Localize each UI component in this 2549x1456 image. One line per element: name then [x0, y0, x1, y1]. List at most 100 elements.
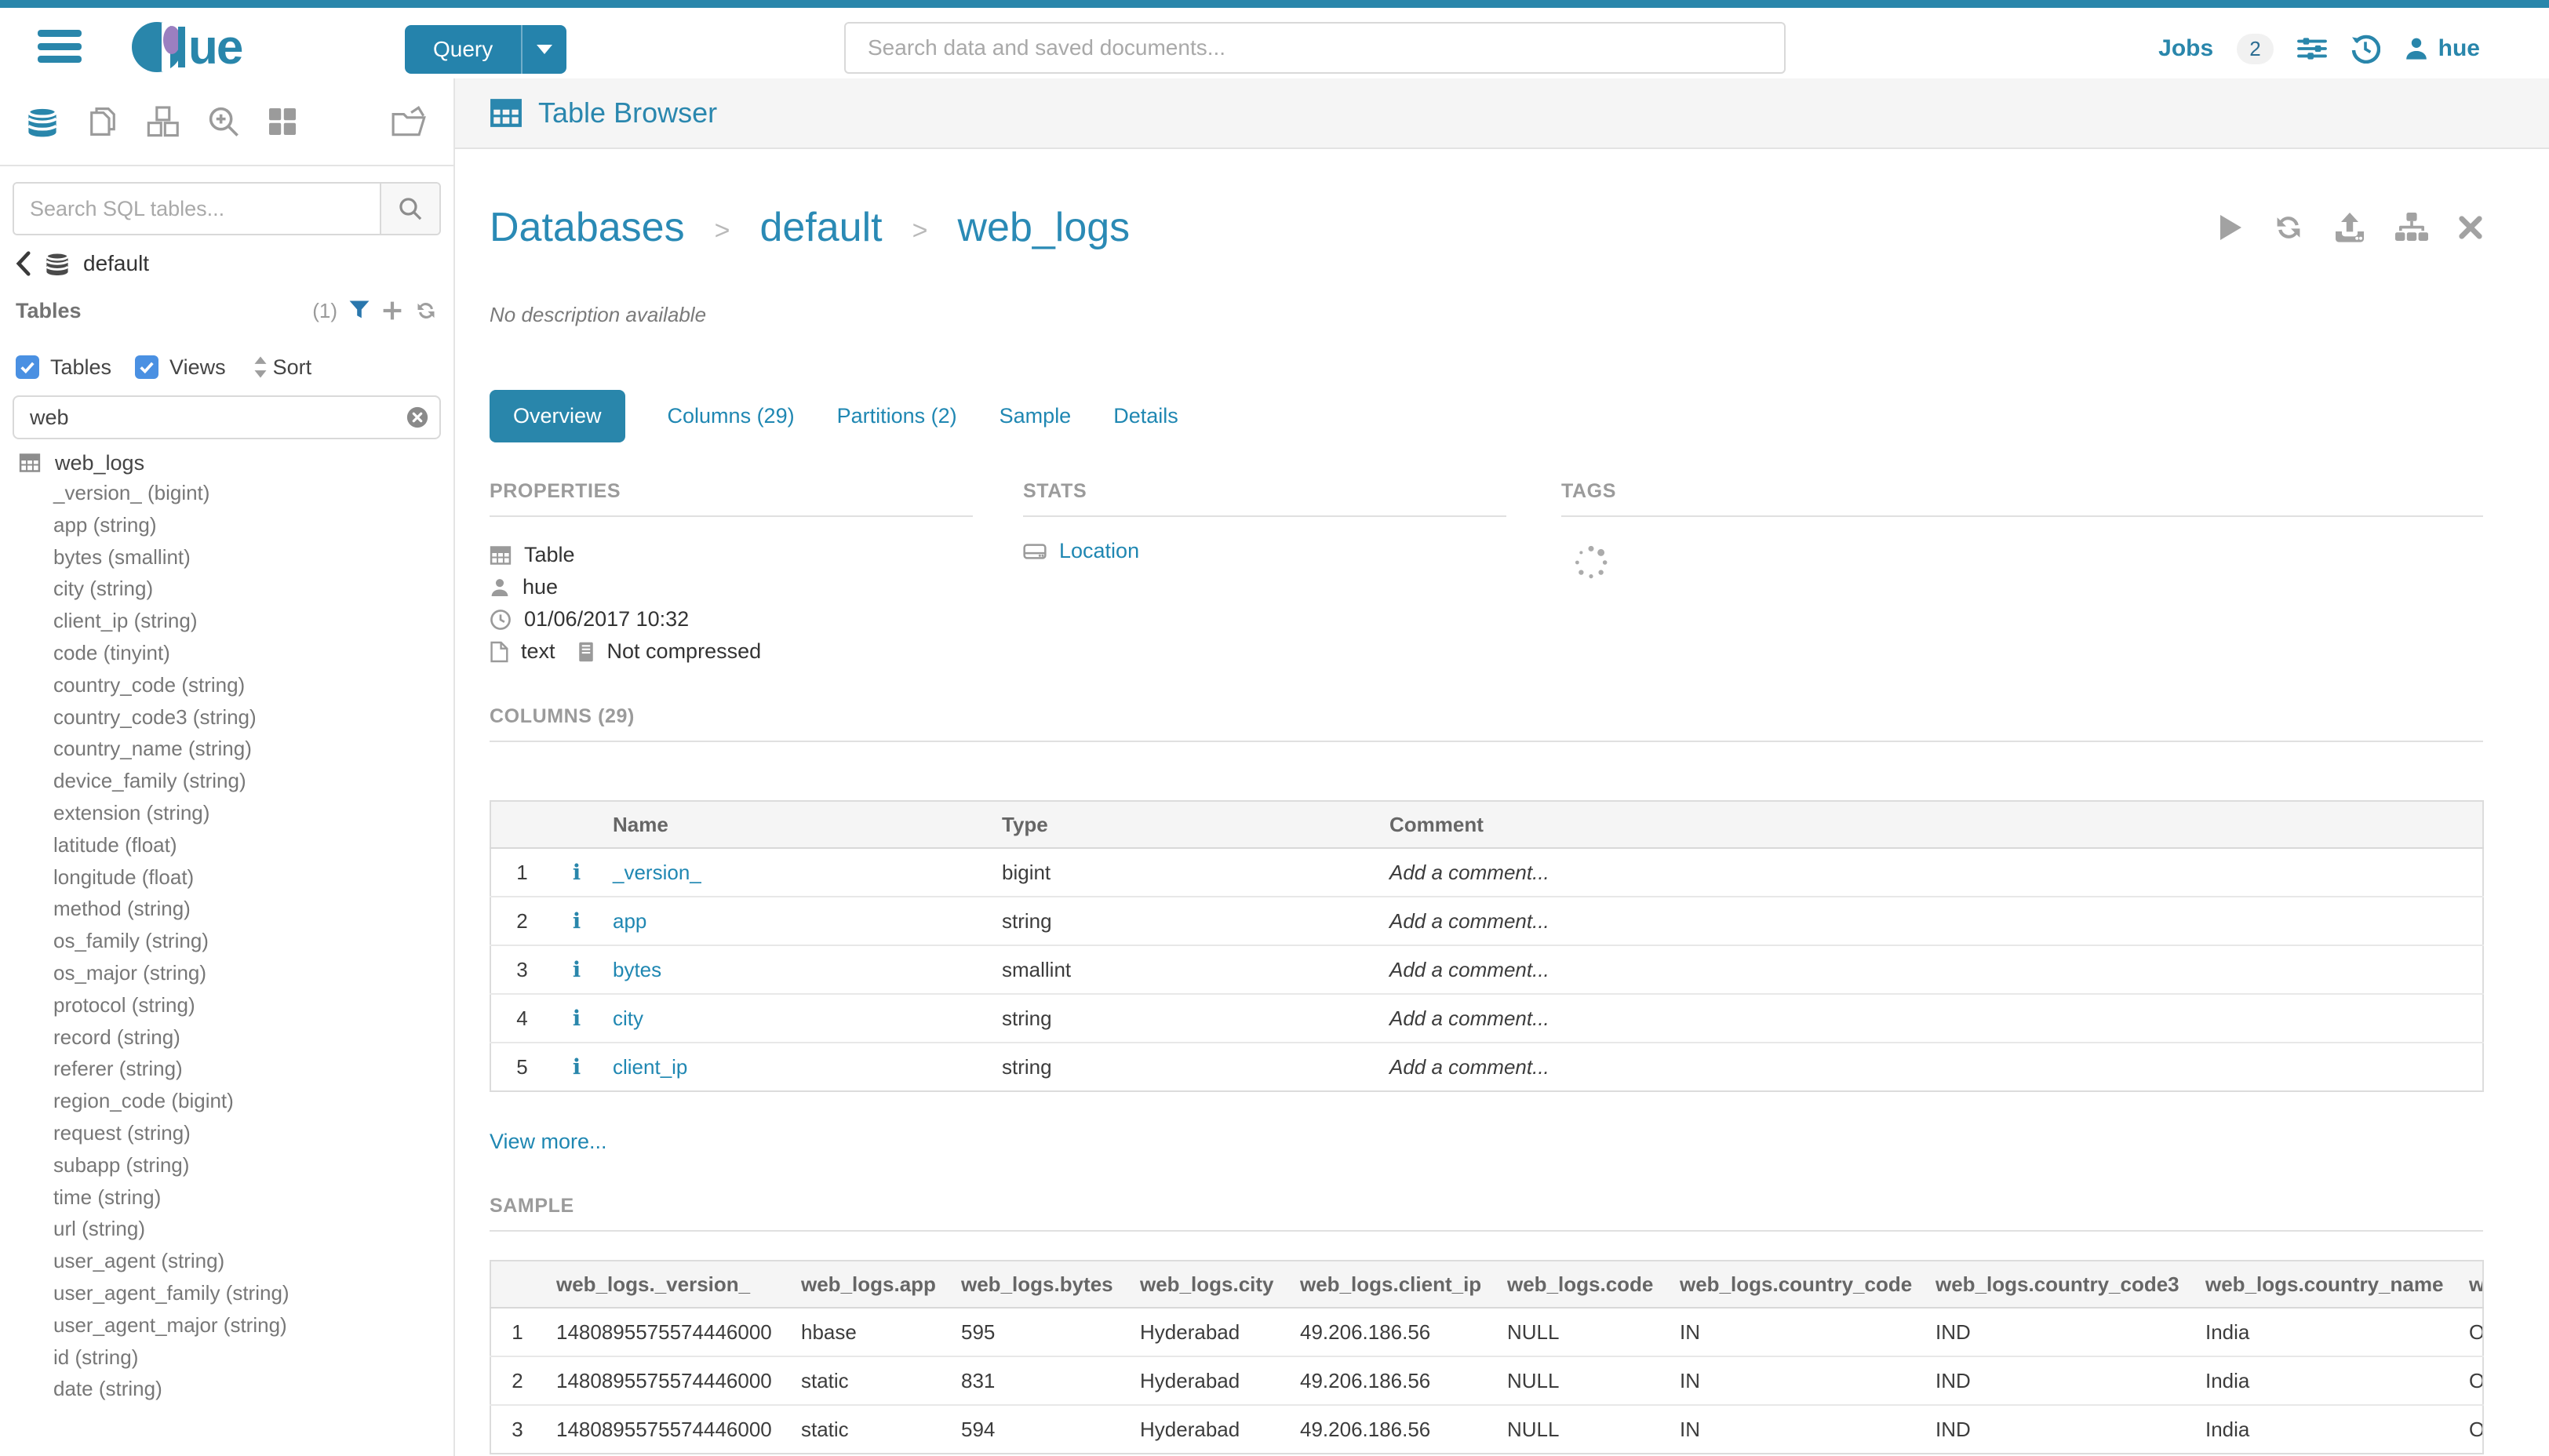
clear-filter-button[interactable] — [406, 406, 428, 428]
views-checkbox[interactable] — [135, 355, 159, 379]
breadcrumb-default[interactable]: default — [759, 205, 883, 250]
sidebar-column-item[interactable]: longitude (float) — [53, 864, 195, 889]
sidebar-column-item[interactable]: os_family (string) — [53, 929, 209, 953]
sidebar-column-item[interactable]: user_agent_major (string) — [53, 1312, 287, 1337]
column-name-link[interactable]: city — [613, 1006, 643, 1030]
sidebar-column-item[interactable]: device_family (string) — [53, 769, 246, 793]
tables-checkbox[interactable] — [16, 355, 39, 379]
sidebar-column-item[interactable]: referer (string) — [53, 1057, 183, 1081]
sidebar-table-web-logs[interactable]: web_logs — [0, 446, 453, 477]
view-more-link[interactable]: View more... — [490, 1130, 607, 1153]
table-filter-input[interactable] — [13, 395, 441, 439]
column-name-link[interactable]: bytes — [613, 957, 662, 981]
history-icon[interactable] — [2351, 34, 2380, 64]
sidebar-column-item[interactable]: country_name (string) — [53, 737, 252, 761]
column-comment[interactable]: Add a comment... — [1377, 1042, 2483, 1091]
sidebar-column-item[interactable]: record (string) — [53, 1025, 180, 1049]
table-column-list: web_logs _version_ (bigint) app (string)… — [0, 446, 453, 1405]
column-comment[interactable]: Add a comment... — [1377, 896, 2483, 945]
sql-databases-icon[interactable] — [25, 104, 60, 139]
tab-overview[interactable]: Overview — [490, 390, 625, 442]
location-link[interactable]: Location — [1059, 539, 1140, 562]
sidebar-column-item[interactable]: subapp (string) — [53, 1152, 190, 1177]
sidebar-search-input[interactable] — [14, 184, 380, 234]
query-button-label: Query — [433, 37, 493, 61]
sidebar-column-item[interactable]: app (string) — [53, 512, 157, 537]
zoom-plus-icon[interactable] — [207, 105, 240, 138]
sort-control[interactable]: Sort — [253, 355, 311, 380]
tab-sample[interactable]: Sample — [999, 404, 1072, 428]
sidebar-column-item[interactable]: protocol (string) — [53, 992, 195, 1017]
sidebar-column-item[interactable]: date (string) — [53, 1377, 162, 1401]
tab-details[interactable]: Details — [1113, 404, 1178, 428]
info-icon[interactable]: i — [572, 957, 581, 982]
info-icon[interactable]: i — [572, 1006, 581, 1031]
sidebar-column-item[interactable]: country_code (string) — [53, 672, 246, 697]
query-button[interactable]: Query — [405, 25, 567, 74]
column-comment[interactable]: Add a comment... — [1377, 993, 2483, 1043]
tables-checkbox-label[interactable]: Tables — [50, 355, 112, 379]
sidebar-column-item[interactable]: code (tinyint) — [53, 640, 170, 664]
tab-columns[interactable]: Columns (29) — [667, 404, 795, 428]
column-name-link[interactable]: _version_ — [613, 860, 701, 884]
sidebar-column-item[interactable]: region_code (bigint) — [53, 1089, 234, 1113]
sidebar-search-button[interactable] — [380, 184, 439, 234]
settings-sliders-icon[interactable] — [2296, 35, 2327, 62]
sample-cell: O — [2456, 1308, 2483, 1356]
hamburger-menu-icon[interactable] — [38, 30, 82, 63]
sidebar-column-item[interactable]: extension (string) — [53, 800, 210, 824]
sidebar-column-item[interactable]: os_major (string) — [53, 960, 207, 985]
views-checkbox-label[interactable]: Views — [169, 355, 226, 379]
query-dropdown-caret[interactable] — [521, 25, 566, 74]
refresh-icon[interactable] — [2273, 212, 2304, 243]
sample-cell: India — [2205, 1320, 2250, 1344]
sidebar-column-item[interactable]: country_code3 (string) — [53, 704, 257, 729]
breadcrumb-web-logs[interactable]: web_logs — [957, 205, 1131, 250]
hue-logo-h-icon — [132, 22, 185, 72]
sample-cell: 1480895575574446000 — [544, 1356, 788, 1405]
sidebar-column-item[interactable]: latitude (float) — [53, 832, 177, 857]
close-icon[interactable] — [2458, 215, 2483, 240]
jobs-count-badge[interactable]: 2 — [2237, 33, 2274, 64]
info-icon[interactable]: i — [572, 1054, 581, 1079]
sidebar-column-item[interactable]: _version_ (bigint) — [53, 481, 210, 504]
tab-partitions[interactable]: Partitions (2) — [836, 404, 957, 428]
breadcrumb-databases[interactable]: Databases — [490, 205, 685, 250]
add-table-icon[interactable] — [381, 300, 403, 322]
sidebar-column-item[interactable]: city (string) — [53, 577, 154, 601]
apps-grid-icon[interactable] — [267, 106, 298, 137]
sample-cell: 49.206.186.56 — [1287, 1404, 1495, 1454]
sidebar-column-item[interactable]: client_ip (string) — [53, 609, 198, 633]
refresh-tables-icon[interactable] — [414, 299, 438, 322]
folder-documents-icon[interactable] — [391, 105, 428, 138]
sidebar-column-item[interactable]: request (string) — [53, 1120, 191, 1145]
sidebar-column-item[interactable]: user_agent (string) — [53, 1249, 225, 1273]
sidebar-column-item[interactable]: method (string) — [53, 897, 191, 921]
global-search-input[interactable] — [844, 22, 1786, 74]
hue-logo[interactable]: ue — [129, 17, 243, 77]
upload-icon[interactable] — [2334, 213, 2365, 242]
documents-icon[interactable] — [86, 105, 119, 138]
back-chevron-icon[interactable] — [16, 251, 31, 276]
columns-table: Name Type Comment 1 i _version_ bigint A… — [490, 800, 2484, 1092]
sidebar-column-item[interactable]: url (string) — [53, 1217, 146, 1241]
column-comment[interactable]: Add a comment... — [1377, 945, 2483, 994]
sample-table-header: web_logs._version_ web_logs.app web_logs… — [490, 1261, 2483, 1309]
filter-funnel-icon[interactable] — [348, 300, 370, 322]
sidebar-column-item[interactable]: user_agent_family (string) — [53, 1280, 289, 1305]
query-play-icon[interactable] — [2218, 213, 2243, 242]
jobs-link[interactable]: Jobs — [2158, 35, 2214, 61]
column-name-link[interactable]: client_ip — [613, 1054, 688, 1079]
info-icon[interactable]: i — [572, 860, 581, 885]
row-number: 1 — [512, 1320, 523, 1344]
sidebar-column-item[interactable]: bytes (smallint) — [53, 544, 191, 569]
sidebar-column-item[interactable]: time (string) — [53, 1185, 162, 1209]
sitemap-icon[interactable] — [2395, 213, 2428, 242]
column-name-link[interactable]: app — [613, 908, 647, 933]
cubes-icon[interactable] — [146, 105, 180, 138]
user-menu[interactable]: hue — [2404, 35, 2480, 62]
current-database-label[interactable]: default — [83, 251, 150, 275]
sidebar-column-item[interactable]: id (string) — [53, 1345, 139, 1369]
info-icon[interactable]: i — [572, 908, 581, 934]
column-comment[interactable]: Add a comment... — [1389, 860, 1549, 884]
